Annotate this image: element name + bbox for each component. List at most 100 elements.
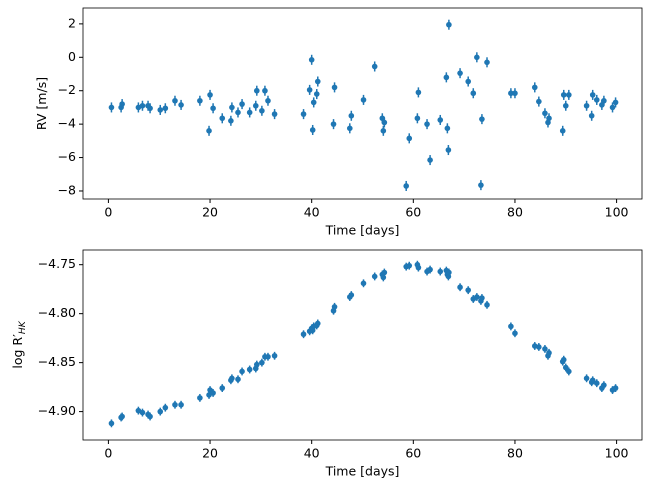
point [589,92,596,98]
point [474,294,480,300]
point [437,117,444,123]
x-tick-label: 60 [405,205,421,220]
x-tick-label: 20 [202,446,218,461]
point [403,183,410,189]
point [415,264,422,271]
point [271,111,278,117]
point [443,74,450,81]
point [559,128,566,134]
x-tick-label: 80 [507,446,523,461]
point [235,109,241,116]
point [178,401,184,408]
point [560,356,567,363]
x-tick-label: 100 [605,446,629,461]
point [406,135,413,142]
point [228,117,234,124]
point [589,377,596,384]
point [470,90,477,97]
point [265,97,271,104]
point [313,91,320,97]
point [331,304,338,310]
point [300,111,307,117]
point [380,128,387,134]
x-tick-label: 0 [104,205,112,220]
point [446,21,452,28]
point [484,302,490,308]
point [346,125,353,132]
point [139,102,146,109]
point [474,54,480,61]
point [172,97,178,104]
point [546,115,552,122]
point [457,284,463,291]
point [252,102,259,109]
axes-frame [82,249,643,441]
point [381,119,388,126]
point [560,92,567,98]
point [306,87,313,93]
point [536,98,542,105]
point [108,420,115,427]
point [512,90,518,97]
y-tick-label: −4.75 [38,256,76,271]
x-tick-label: 100 [605,205,629,220]
point [566,368,572,375]
point [219,385,226,391]
point [478,182,484,188]
point [445,147,452,153]
point [427,157,433,163]
y-tick-label: −8 [58,182,76,197]
point [414,115,421,122]
y-tick-label: 2 [68,15,76,30]
x-tick-label: 20 [202,205,218,220]
point [119,101,125,107]
point [566,92,572,98]
point [108,104,115,111]
point [457,70,463,76]
point [253,361,260,368]
point [562,364,569,371]
point [210,105,216,112]
x-tick-label: 40 [304,446,320,461]
x-tick-label: 40 [304,205,320,220]
point [360,280,367,287]
point [542,346,548,352]
point [219,115,226,122]
point [360,97,367,103]
point [601,97,607,104]
point [229,104,235,111]
point [309,327,316,334]
point [465,287,472,293]
point [162,404,169,411]
point [380,274,387,281]
point [206,128,212,134]
point [239,368,245,375]
point [246,366,253,373]
point [271,352,278,359]
point [139,409,146,416]
point [415,89,422,96]
point [348,112,355,119]
y-tick-label: −4.85 [38,354,76,369]
y-axis-label: log R′HK [10,320,28,368]
point [235,376,241,383]
point [308,57,315,63]
point [147,413,153,420]
point [172,401,178,408]
y-axis-label-subscript: HK [18,320,28,334]
point [259,107,265,114]
x-tick-label: 60 [405,446,421,461]
point [348,292,355,298]
data-points [108,260,619,428]
point [371,63,378,70]
point [546,350,552,356]
y-tick-label: −4 [58,116,76,131]
y-tick-label: 0 [68,49,76,64]
point [465,78,472,85]
point [427,266,433,273]
point [512,330,518,337]
y-axis-label: RV [m/s] [34,77,49,130]
x-tick-label: 0 [104,446,112,461]
point [406,262,413,269]
